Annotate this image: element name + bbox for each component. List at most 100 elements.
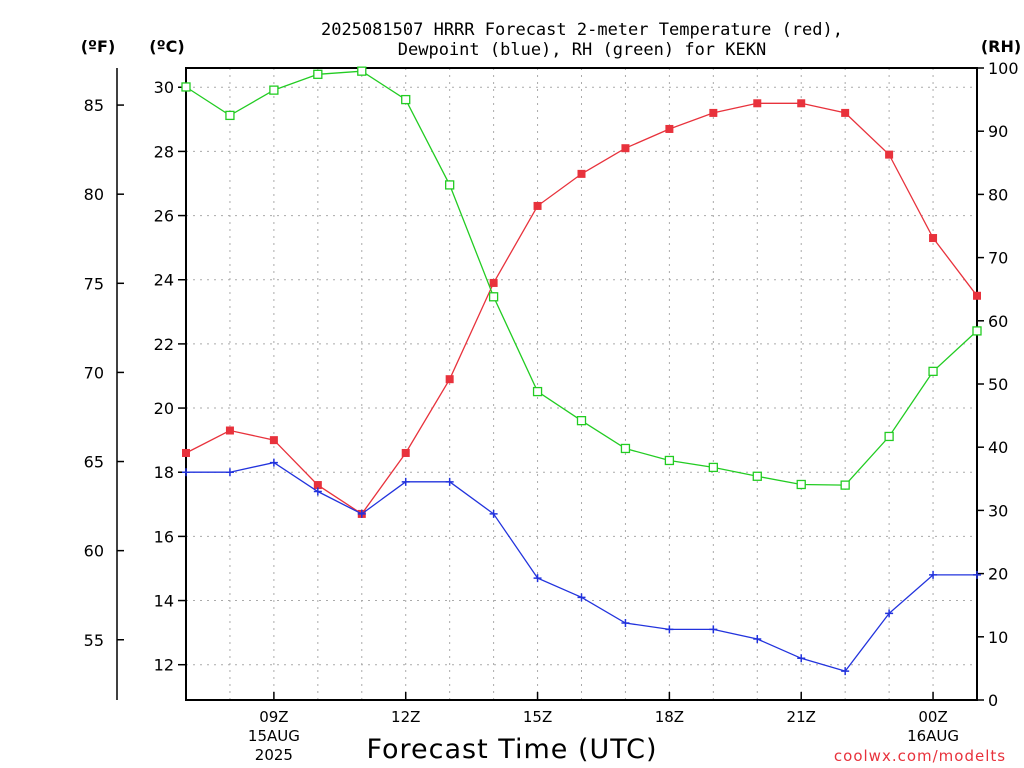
rh-point <box>840 480 850 490</box>
celsius-tick-label: 12 <box>154 656 174 675</box>
dewpoint-point <box>533 574 542 583</box>
rh-tick-label: 50 <box>988 375 1008 394</box>
temperature-point <box>313 481 322 490</box>
dewpoint-point <box>665 625 674 634</box>
rh-point <box>269 85 279 95</box>
x-tick-label: 18Z <box>655 708 684 726</box>
x-tick-label: 15AUG <box>248 727 300 745</box>
dewpoint-point <box>313 487 322 496</box>
fahrenheit-tick-label: 65 <box>84 453 104 472</box>
rh-point <box>445 180 455 190</box>
rh-tick-label: 100 <box>988 59 1019 78</box>
temperature-point <box>269 436 278 445</box>
dewpoint-point <box>357 509 366 518</box>
rh-point <box>620 443 631 454</box>
celsius-tick-label: 30 <box>154 78 174 97</box>
temperature-point <box>225 426 234 435</box>
temperature-point <box>973 291 981 300</box>
temperature-point <box>797 99 806 108</box>
fahrenheit-tick-label: 60 <box>84 542 104 561</box>
dewpoint-point <box>269 458 278 467</box>
rh-point <box>225 110 235 121</box>
dewpoint-point <box>709 625 718 634</box>
dewpoint-point <box>225 468 234 477</box>
celsius-tick-label: 18 <box>154 463 174 482</box>
rh-tick-label: 90 <box>988 122 1008 141</box>
dewpoint-point <box>841 667 850 676</box>
x-tick-label: 16AUG <box>907 727 959 745</box>
rh-point <box>488 292 499 302</box>
rh-point <box>664 455 675 466</box>
temperature-point <box>929 234 938 243</box>
rh-tick-label: 80 <box>988 185 1008 204</box>
fahrenheit-tick-label: 85 <box>84 96 104 115</box>
dewpoint-point <box>489 509 498 518</box>
rh-point <box>313 69 323 79</box>
celsius-tick-label: 14 <box>154 592 174 611</box>
dewpoint-point <box>885 609 894 618</box>
temperature-point <box>489 278 498 287</box>
x-tick-label: 15Z <box>523 708 552 726</box>
celsius-unit-label: (ºC) <box>149 37 184 56</box>
rh-point <box>884 431 894 442</box>
rh-tick-label: 30 <box>988 501 1008 520</box>
x-axis-title: Forecast Time (UTC) <box>366 734 657 765</box>
rh-unit-label: (RH) <box>981 37 1021 56</box>
temperature-point <box>445 375 454 384</box>
dewpoint-point <box>929 570 938 579</box>
title-line-2: Dewpoint (blue), RH (green) for KEKN <box>398 40 766 60</box>
celsius-tick-label: 28 <box>154 142 174 161</box>
celsius-tick-label: 24 <box>154 271 174 290</box>
rh-point <box>532 386 543 397</box>
fahrenheit-tick-label: 80 <box>84 185 104 204</box>
dewpoint-point <box>182 468 190 477</box>
rh-tick-label: 10 <box>988 628 1008 647</box>
rh-point <box>357 66 367 76</box>
rh-tick-label: 40 <box>988 438 1008 457</box>
rh-tick-label: 0 <box>988 691 998 710</box>
rh-point <box>181 82 191 92</box>
dewpoint-point <box>797 654 806 663</box>
rh-tick-label: 70 <box>988 249 1008 268</box>
chart-title: 2025081507 HRRR Forecast 2-meter Tempera… <box>321 20 843 60</box>
x-tick-label: 21Z <box>787 708 816 726</box>
rh-point <box>752 471 762 481</box>
axes: 12 14 16 18 20 22 24 26 28 30 55 60 65 70 75 80 85 0 10 20 3… <box>84 59 1019 710</box>
dewpoint-point <box>401 477 410 486</box>
rh-point <box>708 462 718 473</box>
dewpoint-point <box>577 593 586 602</box>
temperature-point <box>709 108 718 117</box>
rh-point <box>796 479 806 490</box>
fahrenheit-unit-label: (ºF) <box>81 37 116 56</box>
temperature-point <box>533 201 542 210</box>
celsius-tick-label: 20 <box>154 399 174 418</box>
temperature-point <box>665 124 674 133</box>
dewpoint-point <box>445 477 454 486</box>
rh-tick-label: 60 <box>988 312 1008 331</box>
rh-point <box>972 326 982 336</box>
celsius-tick-label: 26 <box>154 207 174 226</box>
fahrenheit-tick-label: 75 <box>84 274 104 293</box>
temperature-point <box>621 144 630 153</box>
title-line-1: 2025081507 HRRR Forecast 2-meter Tempera… <box>321 20 843 40</box>
temperature-point <box>841 108 850 117</box>
series <box>181 66 982 676</box>
source-credit: coolwx.com/modelts <box>834 747 1006 765</box>
temperature-point <box>401 448 410 457</box>
dewpoint-point <box>621 619 630 628</box>
temperature-point <box>182 448 190 457</box>
dewpoint-point <box>753 635 762 644</box>
fahrenheit-tick-label: 70 <box>84 363 104 382</box>
temperature-line <box>185 102 978 515</box>
rh-point <box>928 366 938 377</box>
x-tick-label: 09Z <box>259 708 288 726</box>
dewpoint-point <box>973 570 981 579</box>
temperature-point <box>577 169 586 178</box>
x-tick-label: 2025 <box>255 746 293 764</box>
grid <box>186 68 977 700</box>
x-tick-label: 00Z <box>918 708 947 726</box>
temperature-point <box>885 150 894 159</box>
fahrenheit-tick-label: 55 <box>84 631 104 650</box>
